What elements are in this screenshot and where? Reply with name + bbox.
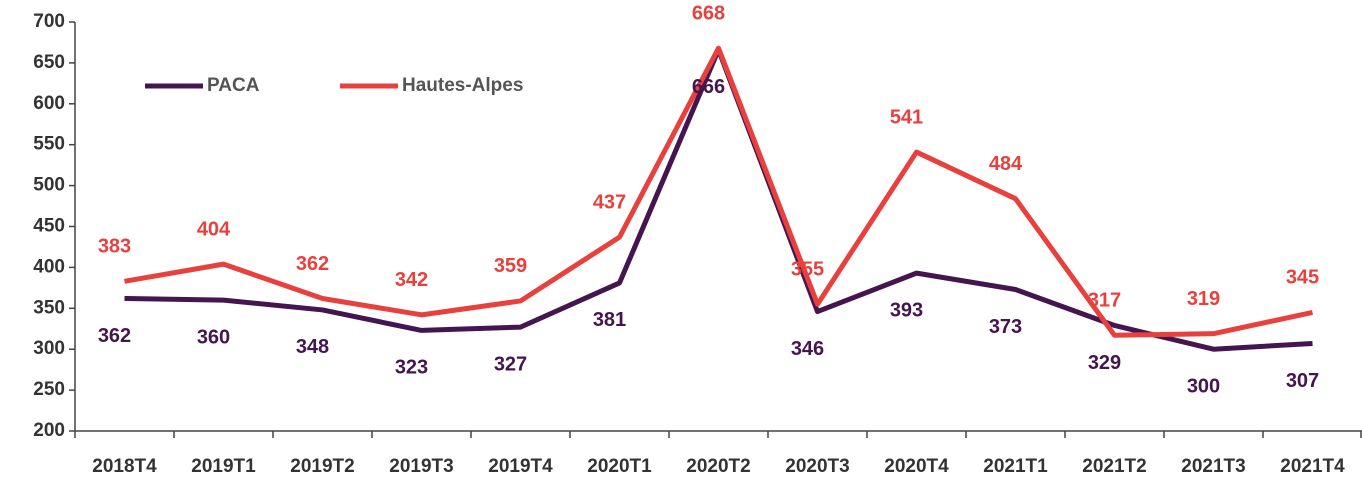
- x-tick-label: 2019T4: [488, 456, 553, 477]
- data-label: 359: [494, 255, 527, 277]
- legend-label: PACA: [207, 75, 260, 96]
- data-label: 541: [890, 106, 923, 128]
- data-label: 360: [197, 326, 230, 348]
- y-tick-label: 450: [33, 216, 65, 237]
- y-tick-label: 400: [33, 256, 65, 277]
- y-tick-label: 600: [33, 93, 65, 114]
- data-label: 383: [98, 236, 131, 258]
- x-tick-label: 2019T2: [290, 456, 354, 477]
- data-label: 345: [1286, 267, 1319, 289]
- y-tick-label: 350: [33, 297, 65, 318]
- data-label: 348: [296, 336, 329, 358]
- legend-label: Hautes-Alpes: [402, 75, 523, 96]
- data-label: 300: [1187, 375, 1220, 397]
- data-label: 484: [989, 153, 1023, 175]
- data-label: 355: [791, 258, 824, 280]
- x-tick-label: 2018T4: [92, 456, 157, 477]
- data-label: 323: [395, 357, 428, 379]
- y-tick-label: 700: [33, 11, 65, 32]
- x-tick-label: 2019T1: [191, 456, 256, 477]
- data-label: 404: [197, 218, 231, 240]
- x-tick-label: 2020T2: [686, 456, 750, 477]
- data-label: 346: [791, 338, 824, 360]
- x-tick-label: 2021T1: [983, 456, 1048, 477]
- data-label: 373: [989, 316, 1022, 338]
- y-tick-label: 550: [33, 134, 65, 155]
- data-label: 666: [692, 76, 725, 98]
- data-label: 327: [494, 353, 527, 375]
- data-label: 342: [395, 269, 428, 291]
- x-tick-label: 2021T3: [1181, 456, 1245, 477]
- series-line: [124, 45, 1314, 338]
- y-tick-label: 500: [33, 175, 65, 196]
- data-label: 319: [1187, 288, 1220, 310]
- data-label: 362: [296, 253, 329, 275]
- y-tick-label: 650: [33, 52, 65, 73]
- x-tick-label: 2020T1: [587, 456, 652, 477]
- y-tick-label: 300: [33, 338, 65, 359]
- data-label: 329: [1088, 352, 1121, 374]
- y-tick-label: 200: [33, 420, 65, 441]
- x-tick-label: 2020T3: [785, 456, 849, 477]
- x-tick-label: 2020T4: [884, 456, 949, 477]
- data-label: 668: [692, 2, 725, 24]
- x-tick-label: 2021T4: [1280, 456, 1345, 477]
- x-tick-label: 2019T3: [389, 456, 453, 477]
- data-label: 362: [98, 325, 131, 347]
- data-label: 317: [1088, 290, 1121, 312]
- x-tick-label: 2021T2: [1082, 456, 1146, 477]
- data-label: 381: [593, 309, 626, 331]
- y-tick-label: 250: [33, 379, 65, 400]
- data-label: 307: [1286, 370, 1319, 392]
- data-label: 437: [593, 191, 626, 213]
- data-label: 393: [890, 299, 923, 321]
